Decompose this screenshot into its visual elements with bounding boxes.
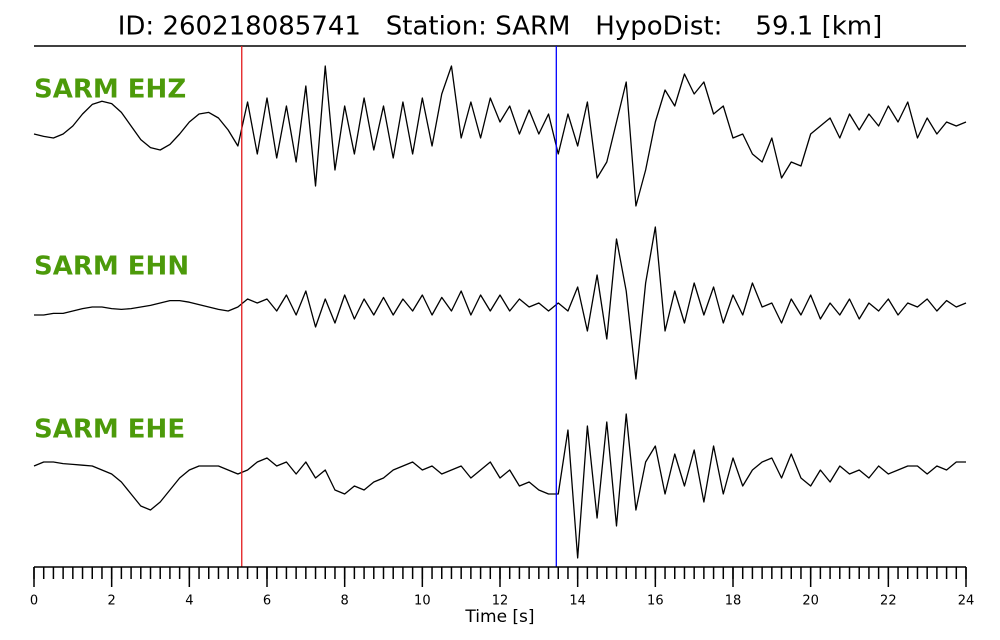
x-tick-label: 20 [802,594,819,609]
x-tick-label: 6 [263,594,271,609]
waveform [33,65,967,207]
waveform [33,413,966,559]
x-tick-label: 16 [647,594,664,609]
x-tick-label: 22 [880,594,897,609]
x-tick-label: 18 [725,594,742,609]
channel-label: SARM EHN [34,252,189,282]
x-tick-label: 14 [569,594,586,609]
x-tick-label: 2 [108,594,116,609]
channel-label: SARM EHE [34,415,185,445]
x-tick-label: 8 [341,594,349,609]
waveform [34,226,967,380]
channel-label: SARM EHZ [34,75,186,105]
x-tick-label: 24 [958,594,975,609]
chart-title: ID: 260218085741 Station: SARM HypoDist:… [118,12,883,42]
x-tick-label: 4 [185,594,193,609]
x-tick-label: 12 [492,594,509,609]
x-tick-label: 0 [30,594,38,609]
x-tick-label: 10 [414,594,431,609]
x-axis-label: Time [s] [464,607,534,627]
